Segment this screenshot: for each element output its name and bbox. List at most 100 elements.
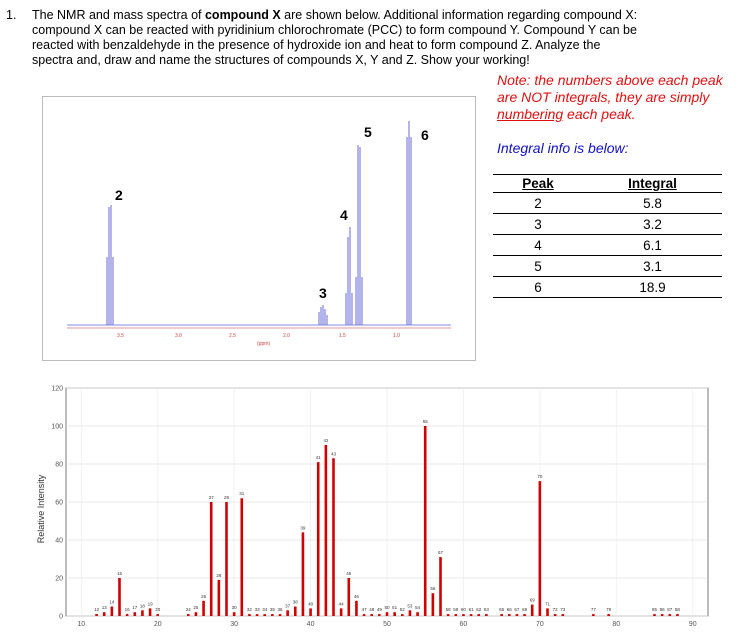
nmr-spectrum-svg: 2 3 4 5 6 3.5 3.0 2.5 2.0 1.5 1.0 (ppm) <box>67 121 451 347</box>
bar-mz-label: 41 <box>316 455 322 460</box>
integral-table: Peak Integral 2 5.8 3 3.2 4 6.1 5 3.1 6 18.9 <box>493 174 722 298</box>
bar-mz-label: 67 <box>514 607 520 612</box>
bar-mz-label: 87 <box>667 607 673 612</box>
mass-spectrum-chart: Relative Intensity 0 20 40 60 80 100 120 10 20 30… <box>36 386 709 628</box>
bar-mz-label: 63 <box>484 607 490 612</box>
nmr-peak-label: 3 <box>319 285 327 301</box>
nmr-tick: 1.5 <box>339 333 346 339</box>
bar-mz-label: 12 <box>94 607 100 612</box>
bar-mz-label: 68 <box>522 607 528 612</box>
nmr-spectrum: 2 3 4 5 6 3.5 3.0 2.5 2.0 1.5 1.0 (ppm) <box>42 96 476 361</box>
y-axis-label: Relative Intensity <box>36 474 46 543</box>
bar-mz-label: 39 <box>300 525 306 530</box>
y-tick-label: 60 <box>55 500 63 507</box>
bar-mz-label: 69 <box>530 598 536 603</box>
bar-mz-label: 57 <box>438 550 444 555</box>
bar-mz-label: 35 <box>270 607 276 612</box>
bar-mz-label: 46 <box>354 594 360 599</box>
bar-mz-label: 33 <box>255 607 261 612</box>
nmr-tick: 3.0 <box>175 333 182 339</box>
x-tick-label: 10 <box>77 621 85 628</box>
y-tick-label: 0 <box>59 614 63 621</box>
x-tick-label: 80 <box>612 621 620 628</box>
bar-mz-label: 17 <box>132 605 138 610</box>
integral-header: Integral <box>582 174 722 193</box>
nmr-tick: 1.0 <box>393 333 400 339</box>
bar-mz-label: 24 <box>186 607 192 612</box>
question-text: The NMR and mass spectra of compound X a… <box>32 8 638 67</box>
table-row: 4 6.1 <box>493 234 722 256</box>
nmr-peak-label: 2 <box>115 187 123 203</box>
x-tick-label: 60 <box>460 621 468 628</box>
bar-mz-label: 65 <box>499 607 505 612</box>
bar-mz-label: 31 <box>239 491 245 496</box>
bar-mz-label: 40 <box>308 601 314 606</box>
bar-mz-label: 38 <box>293 600 299 605</box>
nmr-tick: 2.5 <box>229 333 236 339</box>
bar-mz-label: 36 <box>277 607 283 612</box>
bar-mz-label: 56 <box>430 586 436 591</box>
bar-mz-label: 20 <box>155 607 161 612</box>
bar-mz-label: 77 <box>591 607 597 612</box>
bar-mz-label: 61 <box>469 607 475 612</box>
y-tick-label: 120 <box>51 386 63 393</box>
bar-mz-label: 73 <box>560 607 566 612</box>
table-row: 6 18.9 <box>493 276 722 298</box>
question-number: 1. <box>6 8 17 22</box>
bar-mz-label: 26 <box>201 594 207 599</box>
bar-mz-label: 50 <box>384 605 390 610</box>
peak-numbering-note: Note: the numbers above each peak are NO… <box>497 72 723 122</box>
bar-mz-label: 70 <box>537 474 543 479</box>
bar-mz-label: 52 <box>400 607 406 612</box>
bar-mz-label: 49 <box>377 607 383 612</box>
bar-mz-label: 42 <box>323 438 329 443</box>
x-tick-label: 20 <box>154 621 162 628</box>
nmr-peak-label: 5 <box>364 124 372 140</box>
bar-mz-label: 58 <box>446 607 452 612</box>
nmr-peak-label: 6 <box>421 127 429 143</box>
x-tick-label: 90 <box>689 621 697 628</box>
y-tick-label: 80 <box>55 462 63 469</box>
bar-mz-label: 59 <box>453 607 459 612</box>
bar-mz-label: 16 <box>125 607 131 612</box>
x-tick-label: 70 <box>536 621 544 628</box>
compound-x-bold: compound X <box>204 8 281 22</box>
bar-mz-label: 18 <box>140 603 146 608</box>
bar-mz-label: 85 <box>652 607 658 612</box>
bar-mz-label: 60 <box>461 607 467 612</box>
bar-mz-label: 71 <box>545 601 551 606</box>
bar-mz-label: 37 <box>285 603 291 608</box>
bar-mz-label: 27 <box>209 495 215 500</box>
nmr-tick: 2.0 <box>283 333 290 339</box>
bar-mz-label: 88 <box>675 607 681 612</box>
bar-mz-label: 29 <box>224 495 230 500</box>
y-tick-label: 100 <box>51 424 63 431</box>
x-tick-label: 30 <box>230 621 238 628</box>
bar-mz-label: 66 <box>507 607 513 612</box>
table-row: 3 3.2 <box>493 213 722 235</box>
bar-mz-label: 45 <box>346 571 352 576</box>
bar-mz-label: 32 <box>247 607 253 612</box>
bar-mz-label: 51 <box>392 605 398 610</box>
bar-mz-label: 86 <box>660 607 666 612</box>
bar-mz-label: 53 <box>407 603 413 608</box>
bar-mz-label: 79 <box>606 607 612 612</box>
bar-mz-label: 30 <box>232 605 238 610</box>
bar-mz-label: 48 <box>369 607 375 612</box>
bar-mz-label: 19 <box>148 601 154 606</box>
bar-mz-label: 55 <box>423 419 429 424</box>
bar-mz-label: 28 <box>216 573 222 578</box>
bar-mz-label: 25 <box>193 605 199 610</box>
bar-mz-label: 15 <box>117 571 123 576</box>
nmr-peak-label: 4 <box>340 207 348 223</box>
mass-spectrum: Relative Intensity 0 20 40 60 80 100 120 10 20 30… <box>0 384 750 637</box>
x-tick-label: 40 <box>307 621 315 628</box>
bar-mz-label: 72 <box>553 607 559 612</box>
bar-mz-label: 47 <box>362 607 368 612</box>
x-tick-label: 50 <box>383 621 391 628</box>
bar-mz-label: 14 <box>109 600 115 605</box>
bar-mz-label: 62 <box>476 607 482 612</box>
peak-header: Peak <box>493 174 583 193</box>
bar-mz-label: 44 <box>339 601 345 606</box>
table-row: 2 5.8 <box>493 192 722 214</box>
